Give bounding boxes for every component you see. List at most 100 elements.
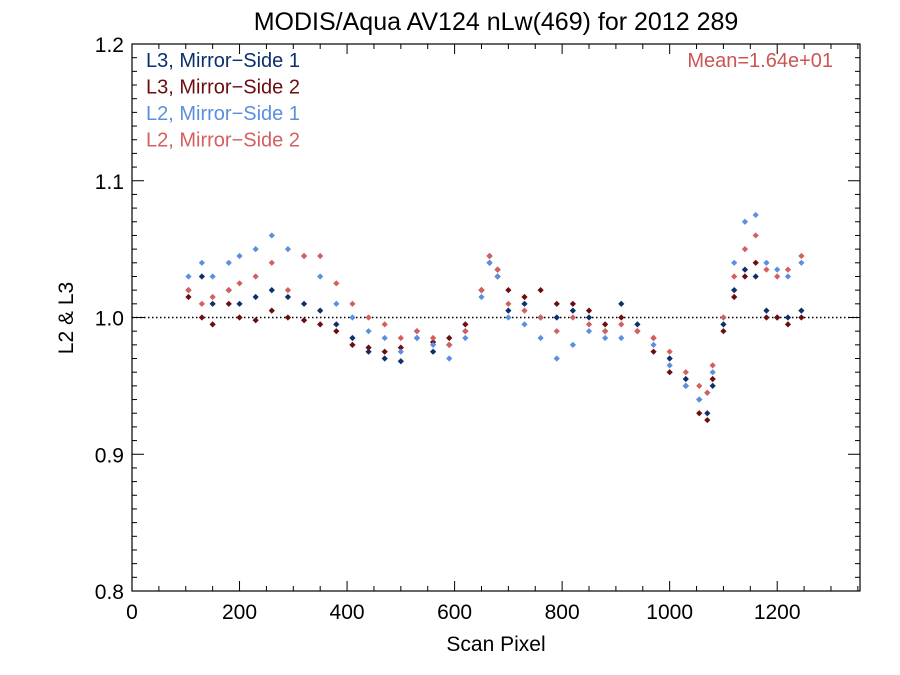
x-tick-label: 1000 — [646, 601, 693, 624]
legend-entry-1: L3, Mirror−Side 1 — [146, 50, 300, 72]
data-point-series-2 — [268, 307, 275, 314]
data-point-series-2 — [317, 321, 324, 328]
data-point-series-1 — [505, 307, 512, 314]
data-point-series-2 — [446, 334, 453, 342]
legend-entry-3: L2, Mirror−Side 1 — [146, 103, 300, 125]
data-point-series-4 — [209, 293, 216, 301]
data-point-series-4 — [494, 266, 501, 273]
data-point-series-3 — [317, 273, 324, 280]
data-point-series-2 — [209, 321, 216, 328]
data-point-series-1 — [381, 355, 388, 362]
data-point-series-4 — [478, 287, 485, 294]
data-point-series-3 — [731, 259, 738, 266]
data-point-series-3 — [381, 334, 388, 342]
data-point-series-4 — [349, 300, 356, 307]
data-point-series-4 — [365, 314, 372, 321]
data-point-series-3 — [494, 273, 501, 280]
data-point-series-2 — [397, 344, 404, 351]
data-point-series-4 — [602, 328, 609, 335]
data-point-series-3 — [478, 293, 485, 301]
data-point-series-4 — [462, 328, 469, 335]
data-point-series-4 — [300, 252, 308, 260]
data-point-series-2 — [731, 293, 738, 301]
data-point-series-2 — [537, 287, 544, 294]
data-point-series-4 — [284, 287, 292, 294]
data-point-series-3 — [349, 314, 356, 321]
y-tick-label: 1.2 — [95, 34, 124, 57]
data-point-series-1 — [731, 287, 738, 294]
x-tick-label: 600 — [437, 601, 472, 624]
data-point-series-1 — [349, 334, 356, 342]
x-tick-label: 0 — [126, 601, 138, 624]
data-point-series-3 — [553, 355, 560, 362]
data-point-series-4 — [798, 252, 805, 260]
data-point-series-2 — [720, 328, 727, 335]
y-tick-label: 0.9 — [95, 444, 124, 467]
data-point-series-1 — [317, 307, 324, 314]
data-point-series-2 — [752, 259, 759, 266]
mean-annotation: Mean=1.64e+01 — [687, 50, 833, 72]
data-point-series-4 — [333, 280, 340, 287]
data-point-series-3 — [413, 334, 421, 342]
data-point-series-2 — [381, 348, 388, 355]
data-point-series-4 — [446, 341, 453, 348]
data-point-series-1 — [284, 293, 292, 301]
data-point-series-1 — [397, 358, 404, 365]
data-point-series-1 — [209, 300, 216, 307]
x-axis-label: Scan Pixel — [446, 633, 545, 656]
data-point-series-4 — [618, 321, 625, 328]
data-point-series-3 — [397, 348, 404, 355]
data-point-series-4 — [704, 389, 711, 396]
data-point-series-4 — [268, 259, 275, 266]
data-point-series-3 — [798, 259, 805, 266]
data-point-series-1 — [300, 300, 308, 307]
data-point-series-1 — [634, 321, 641, 328]
data-point-series-3 — [763, 259, 770, 266]
data-point-series-4 — [397, 334, 404, 342]
data-point-series-2 — [300, 317, 308, 324]
data-point-series-3 — [521, 321, 528, 328]
y-tick-label: 0.8 — [95, 581, 124, 604]
y-axis-label: L2 & L3 — [55, 282, 78, 354]
data-point-series-4 — [585, 321, 593, 328]
y-tick-label: 1.1 — [95, 171, 124, 194]
data-point-series-2 — [784, 321, 792, 328]
data-point-series-2 — [333, 328, 340, 335]
data-point-series-3 — [666, 362, 673, 369]
legend-entry-4: L2, Mirror−Side 2 — [146, 130, 300, 152]
data-point-series-3 — [585, 328, 593, 335]
data-point-series-2 — [462, 321, 469, 328]
data-point-series-3 — [429, 341, 437, 348]
data-point-series-4 — [381, 321, 388, 328]
data-point-series-4 — [252, 273, 259, 280]
data-point-series-2 — [284, 314, 292, 321]
data-point-series-3 — [696, 396, 703, 403]
data-point-series-2 — [505, 287, 512, 294]
data-point-series-3 — [462, 334, 469, 342]
data-point-series-3 — [505, 314, 512, 321]
plot-area: 0 200 400 600 800 1000 1200 0.8 0.9 1.0 1.1 1.2 — [95, 34, 861, 624]
legend-entry-2: L3, Mirror−Side 2 — [146, 77, 300, 99]
data-point-series-1 — [268, 287, 275, 294]
data-point-series-3 — [236, 252, 243, 260]
data-point-series-1 — [333, 321, 340, 328]
data-point-series-1 — [365, 348, 372, 355]
data-point-series-1 — [666, 355, 673, 362]
data-point-series-1 — [429, 348, 437, 355]
data-point-series-4 — [709, 362, 716, 369]
data-point-series-1 — [720, 321, 727, 328]
y-tick-label: 1.0 — [95, 308, 124, 331]
chart-title: MODIS/Aqua AV124 nLw(469) for 2012 289 — [254, 8, 739, 36]
data-point-series-2 — [521, 293, 528, 301]
data-point-series-4 — [634, 328, 641, 335]
data-point-series-3 — [446, 355, 453, 362]
data-point-series-3 — [486, 259, 493, 266]
data-point-series-4 — [413, 328, 421, 335]
x-tick-label: 400 — [330, 601, 365, 624]
data-point-series-4 — [553, 328, 560, 335]
data-point-series-3 — [209, 273, 216, 280]
data-point-series-4 — [429, 334, 437, 342]
legend: L3, Mirror−Side 1 L3, Mirror−Side 2 L2, Mi… — [146, 50, 300, 152]
data-point-series-4 — [505, 300, 512, 307]
